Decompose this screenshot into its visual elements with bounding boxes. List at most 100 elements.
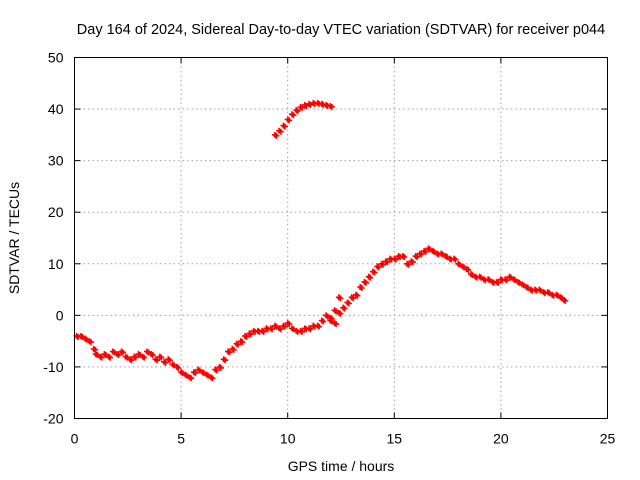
data-point [152,356,161,364]
data-point [242,332,250,340]
data-point [233,340,242,348]
data-point [527,286,536,294]
data-point [506,273,514,281]
data-point [399,253,408,261]
data-point [297,327,305,335]
data-point [327,102,335,110]
data-point [92,351,101,359]
data-point [335,294,344,302]
data-point [493,278,502,286]
x-tick-label: 25 [600,431,616,447]
data-point [323,312,331,320]
data-point [540,289,549,297]
x-tick-label: 15 [387,431,403,447]
data-point [433,250,442,258]
data-point [412,253,421,261]
y-tick-label: 0 [56,307,64,323]
data-point [378,260,387,268]
data-point [463,265,472,273]
data-point [122,353,131,361]
data-point [425,245,433,253]
data-point [446,255,455,263]
data-point [199,369,207,377]
data-point [331,307,340,315]
data-point [514,278,523,286]
series-segment-3 [327,294,344,325]
data-point [190,369,199,377]
data-point [86,338,94,346]
data-point [284,320,293,328]
data-point [489,278,497,286]
data-series [73,99,569,382]
data-point [105,353,114,361]
data-point [195,366,203,374]
data-point [532,286,540,294]
data-point [485,276,493,284]
data-point [109,348,118,356]
x-axis-label: GPS time / hours [288,458,395,474]
data-point [250,327,259,335]
data-point [143,348,152,356]
data-point [90,345,99,353]
data-point [280,322,288,330]
data-point [459,263,468,271]
data-point [408,258,416,266]
data-point [220,356,229,364]
x-tick-label: 20 [493,431,509,447]
data-point [519,281,527,289]
data-point [472,273,480,281]
data-point [118,348,126,356]
data-point [276,127,284,135]
data-point [101,351,109,359]
data-point [114,351,122,359]
data-point [327,317,335,325]
data-point [374,263,382,271]
data-point [560,296,569,304]
data-point [352,291,361,299]
data-point [276,325,284,333]
data-point [455,260,463,268]
data-point [344,299,352,307]
x-tick-label: 5 [177,431,185,447]
data-point [271,322,280,330]
data-point [82,335,90,343]
data-point [318,317,327,325]
data-point [323,101,331,109]
y-tick-label: 40 [48,101,64,117]
data-point [280,122,288,130]
data-point [438,250,446,258]
x-tick-labels: 0 5 10 15 20 25 [71,431,616,447]
data-point [161,358,169,366]
data-point [178,369,186,377]
data-point [395,253,404,261]
data-point [169,361,178,369]
x-tick-label: 0 [71,431,79,447]
data-point [293,107,301,115]
data-point [246,330,254,338]
data-point [306,325,314,333]
y-tick-label: -10 [43,359,63,375]
data-point [97,353,105,361]
data-point [229,345,237,353]
data-point [301,325,310,333]
data-point [271,131,280,139]
y-tick-label: 50 [48,50,64,66]
data-point [391,255,399,263]
data-point [267,325,276,333]
data-point [382,258,391,266]
data-point [203,371,212,379]
x-tick-label: 10 [280,431,296,447]
data-point [77,332,86,340]
data-point [429,247,438,255]
data-point [348,294,357,302]
data-point [468,271,476,279]
data-point [284,116,293,124]
data-point [293,327,301,335]
data-point [416,250,425,258]
data-point [442,253,450,261]
data-point [361,278,369,286]
data-point [288,111,297,119]
data-point [340,304,348,312]
data-point [259,327,267,335]
